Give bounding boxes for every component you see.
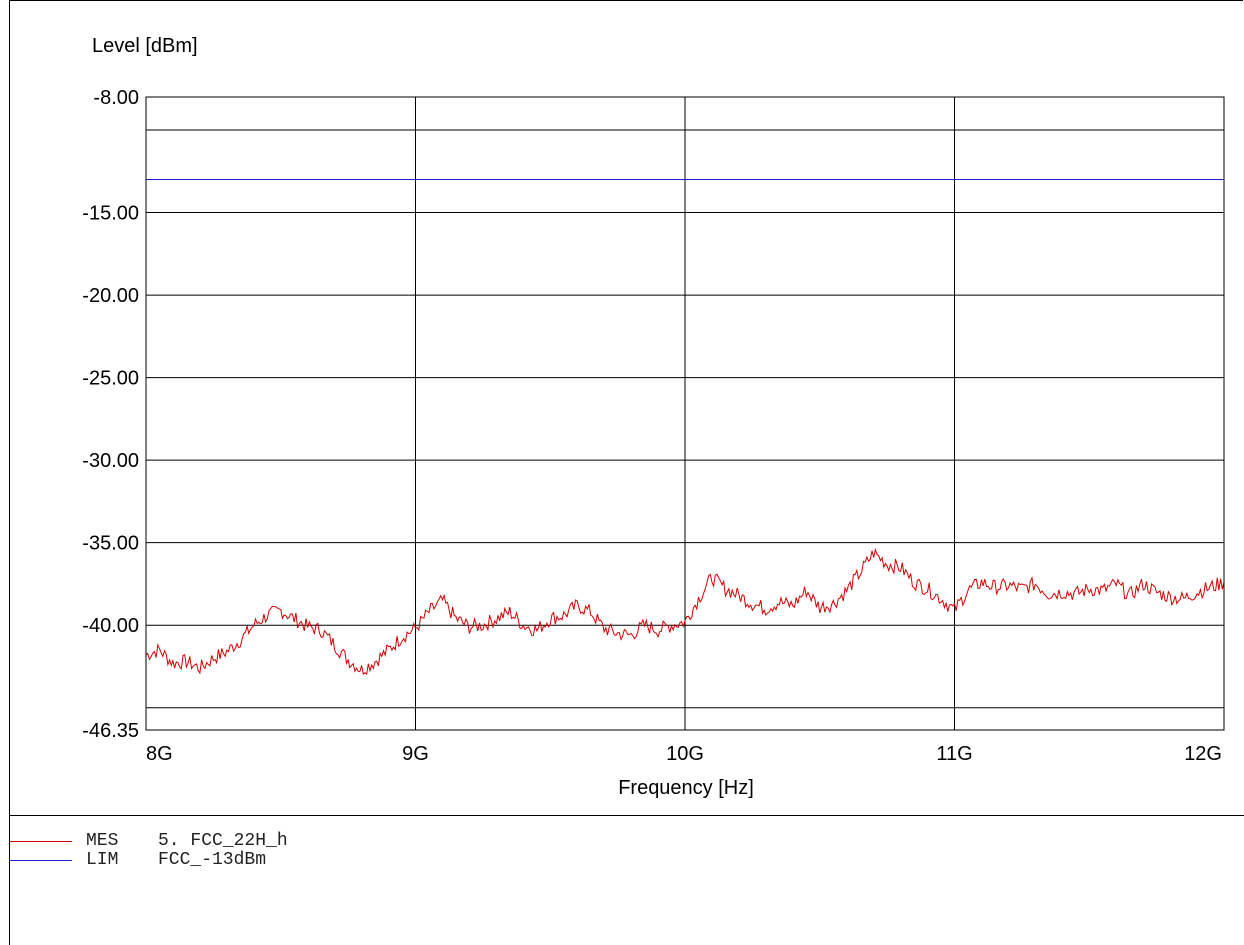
grid bbox=[145, 96, 1225, 730]
legend-tag-mes: MES bbox=[86, 831, 119, 851]
x-axis-label: Frequency [Hz] bbox=[618, 777, 754, 799]
y-tick-label: -30.00 bbox=[82, 450, 139, 472]
legend-swatch-lim bbox=[10, 860, 72, 861]
y-tick-labels: -8.00 -15.00 -20.00 -25.00 -30.00 -35.00 -40.0… bbox=[82, 87, 139, 742]
x-tick-label: 10G bbox=[666, 743, 704, 765]
chart-canvas: Level [dBm] -8.00 -15.00 -20.00 -25.00 -30.0… bbox=[82, 35, 1225, 799]
x-tick-labels: 8G 9G 10G 11G 12G bbox=[146, 743, 1222, 765]
y-tick-label: -15.00 bbox=[82, 203, 139, 225]
y-tick-label: -40.00 bbox=[82, 615, 139, 637]
y-tick-label: -35.00 bbox=[82, 533, 139, 555]
legend-divider bbox=[9, 815, 1244, 816]
series-line-mes bbox=[145, 547, 1225, 676]
legend-name-mes: 5. FCC_22H_h bbox=[158, 831, 288, 851]
legend-name-lim: FCC_-13dBm bbox=[158, 850, 267, 870]
plot-area-border bbox=[145, 96, 1225, 731]
legend-swatch-mes bbox=[10, 841, 72, 842]
y-tick-label: -46.35 bbox=[82, 720, 139, 742]
legend-row-mes: MES 5. FCC_22H_h bbox=[10, 832, 288, 851]
legend-row-lim: LIM FCC_-13dBm bbox=[10, 851, 288, 870]
y-tick-label: -8.00 bbox=[93, 87, 139, 109]
y-tick-label: -25.00 bbox=[82, 368, 139, 390]
x-tick-label: 8G bbox=[146, 743, 173, 765]
x-tick-label: 12G bbox=[1184, 743, 1222, 765]
chart-frame bbox=[9, 0, 1243, 945]
x-tick-label: 11G bbox=[936, 743, 972, 765]
y-axis-label: Level [dBm] bbox=[92, 35, 198, 57]
series-layer bbox=[145, 179, 1225, 676]
x-tick-label: 9G bbox=[402, 743, 429, 765]
legend: MES 5. FCC_22H_h LIM FCC_-13dBm bbox=[10, 832, 288, 870]
legend-tag-lim: LIM bbox=[86, 850, 119, 870]
y-tick-label: -20.00 bbox=[82, 285, 139, 307]
